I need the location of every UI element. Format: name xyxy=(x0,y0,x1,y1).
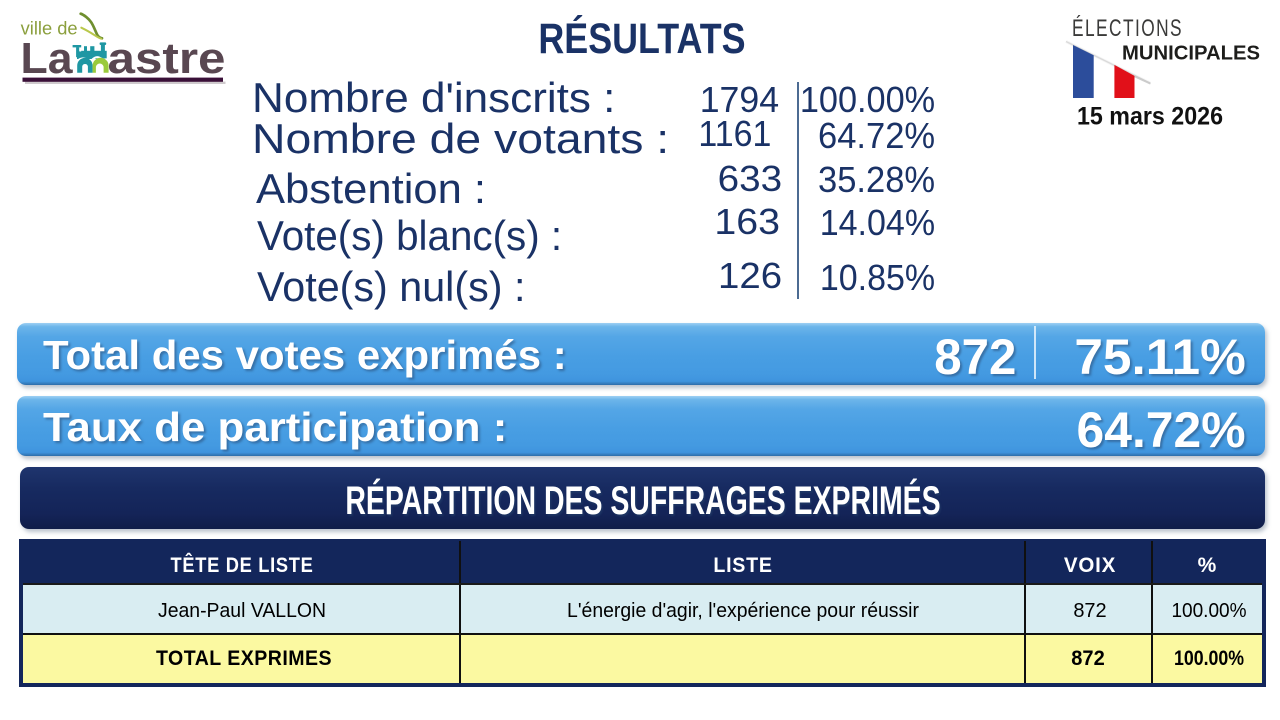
svg-text:ville de: ville de xyxy=(21,19,78,39)
svg-text:15 mars 2026: 15 mars 2026 xyxy=(1077,103,1223,131)
svg-text:astre: astre xyxy=(108,34,226,83)
svg-text:MUNICIPALES: MUNICIPALES xyxy=(1122,42,1260,64)
svg-text:La: La xyxy=(21,34,74,83)
svg-text:ÉLECTIONS: ÉLECTIONS xyxy=(1072,15,1183,42)
